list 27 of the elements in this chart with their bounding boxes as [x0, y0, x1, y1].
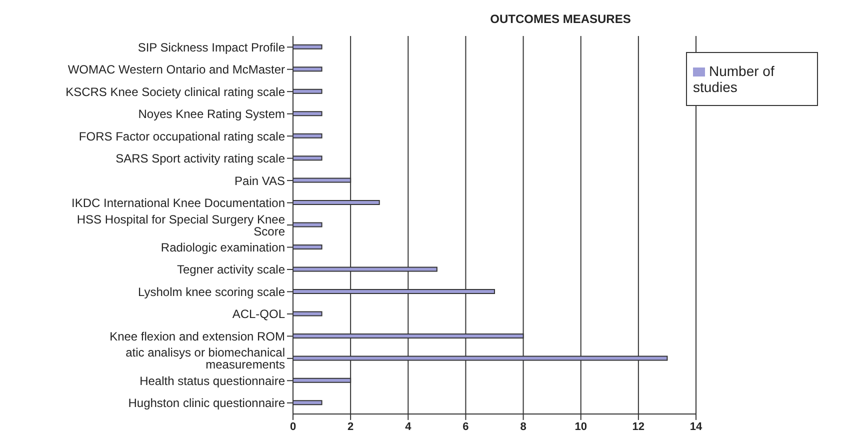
x-tick-label: 4: [405, 420, 412, 433]
y-tick-label: KSCRS Knee Society clinical rating scale: [66, 84, 286, 99]
y-tick-label: Health status questionnaire: [140, 374, 286, 388]
y-tick-label: Lysholm knee scoring scale: [138, 284, 286, 299]
x-tick-label: 6: [462, 420, 469, 433]
x-tick-label: 12: [632, 420, 645, 433]
x-tick-label: 2: [348, 420, 354, 433]
y-tick-label: Noyes Knee Rating System: [138, 107, 285, 122]
y-tick-label: SARS Sport activity rating scale: [116, 152, 286, 166]
x-tick-label: 10: [574, 420, 587, 433]
y-tick-label: Pain VAS: [234, 174, 285, 188]
y-tick-label: Radiologic examination: [160, 240, 285, 254]
y-tick-label: atic analisys or biomechanical measurements: [126, 346, 285, 372]
chart-title: OUTCOMES MEASURES: [489, 12, 632, 26]
y-tick-label: IKDC International Knee Documentation: [72, 196, 285, 210]
y-tick-label: Hughston clinic questionnaire: [128, 396, 286, 410]
x-tick-label: 14: [690, 420, 703, 433]
x-tick-label: 0: [290, 420, 296, 433]
y-tick-label: SIP Sickness Impact Profile: [138, 40, 286, 54]
x-tick-label: 8: [520, 420, 526, 433]
y-tick-label: Tegner activity scale: [176, 262, 286, 277]
y-tick-label: HSS Hospital for Special Surgery Knee Score: [76, 212, 286, 238]
y-tick-label: WOMAC Western Ontario and McMaster: [68, 62, 285, 77]
y-tick-label: FORS Factor occupational rating scale: [78, 129, 286, 144]
y-tick-label: ACL-QOL: [232, 307, 286, 322]
legend-label: Number of studies: [693, 63, 774, 95]
y-tick-label: Knee flexion and extension ROM: [110, 329, 285, 344]
